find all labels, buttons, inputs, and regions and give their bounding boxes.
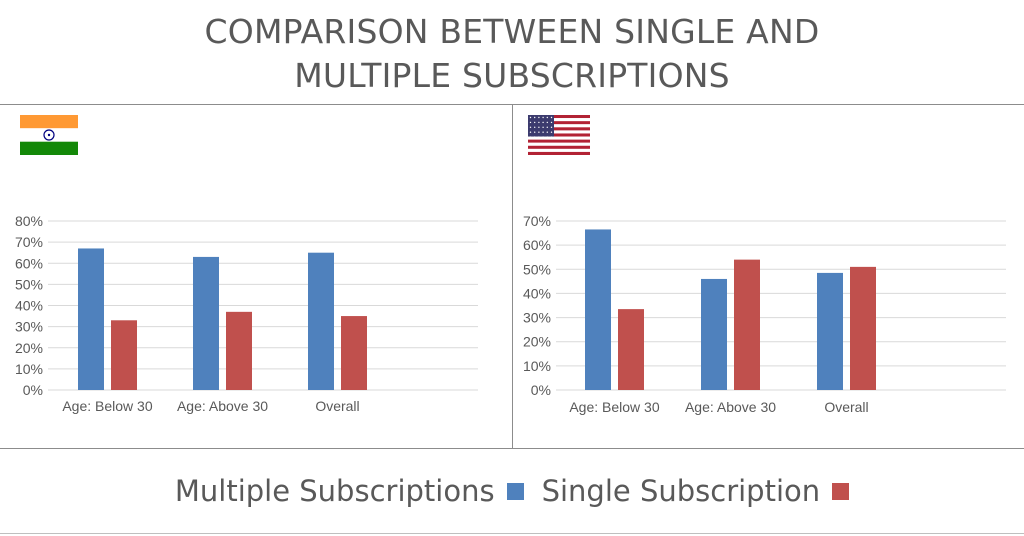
legend-swatch-multiple	[506, 482, 524, 500]
bar-multiple	[308, 252, 334, 390]
y-tick-label: 10%	[15, 361, 43, 377]
x-category-label: Overall	[824, 399, 868, 415]
bar-multiple	[193, 256, 219, 390]
x-category-label: Age: Below 30	[62, 398, 152, 414]
bar-multiple	[78, 248, 104, 390]
y-tick-label: 50%	[15, 276, 43, 292]
bottom-border	[0, 533, 1024, 534]
bar-multiple	[817, 272, 843, 390]
title-line-2: MULTIPLE SUBSCRIPTIONS	[294, 56, 730, 95]
bar-single	[226, 311, 252, 390]
y-tick-label: 30%	[523, 310, 551, 326]
chart-0: 0% 10% 20% 30% 40% 50% 60% 70% 80% Age: Below 30 A…	[15, 213, 478, 414]
legend-label-multiple: Multiple Subscriptions	[174, 474, 495, 508]
bar-single	[734, 259, 760, 390]
y-tick-label: 60%	[15, 255, 43, 271]
y-tick-label: 10%	[523, 358, 551, 374]
y-tick-label: 20%	[523, 334, 551, 350]
y-tick-label: 80%	[15, 213, 43, 229]
page-title: COMPARISON BETWEEN SINGLE AND MULTIPLE S…	[0, 10, 1024, 98]
y-tick-label: 0%	[531, 382, 551, 398]
bar-single	[850, 266, 876, 390]
y-tick-label: 40%	[523, 285, 551, 301]
legend-swatch-single	[832, 482, 850, 500]
legend-item-single: Single Subscription	[542, 474, 850, 508]
x-category-label: Age: Above 30	[177, 398, 268, 414]
bar-single	[341, 316, 367, 390]
y-tick-label: 70%	[523, 213, 551, 229]
y-tick-label: 60%	[523, 237, 551, 253]
bar-single	[111, 320, 137, 390]
legend-label-single: Single Subscription	[541, 474, 821, 508]
x-category-label: Overall	[315, 398, 359, 414]
legend: Multiple Subscriptions Single Subscripti…	[0, 466, 1024, 516]
bar-multiple	[585, 229, 611, 390]
legend-item-multiple: Multiple Subscriptions	[175, 474, 542, 508]
chart-1: 0% 10% 20% 30% 40% 50% 60% 70% Age: Below 30 Age:…	[523, 213, 1006, 415]
bar-multiple	[701, 278, 727, 390]
india-flag-icon	[20, 115, 78, 155]
title-line-1: COMPARISON BETWEEN SINGLE AND	[204, 12, 820, 51]
x-category-label: Age: Below 30	[569, 399, 659, 415]
bar-single	[618, 309, 644, 390]
y-tick-label: 30%	[15, 319, 43, 335]
y-tick-label: 0%	[23, 382, 43, 398]
y-tick-label: 70%	[15, 234, 43, 250]
y-tick-label: 20%	[15, 340, 43, 356]
x-category-label: Age: Above 30	[685, 399, 776, 415]
y-tick-label: 50%	[523, 261, 551, 277]
panel-divider	[512, 105, 513, 449]
usa-flag-icon	[528, 115, 590, 155]
y-tick-label: 40%	[15, 298, 43, 314]
